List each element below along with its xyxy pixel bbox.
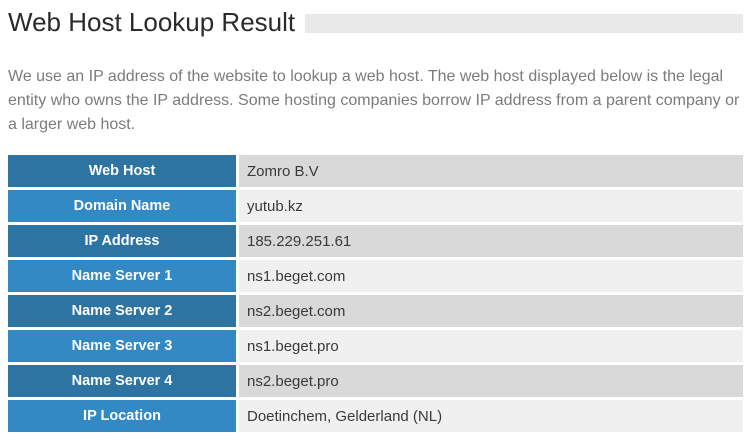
row-value: ns2.beget.com — [239, 295, 743, 330]
row-label: IP Address — [8, 225, 239, 260]
row-value: ns2.beget.pro — [239, 365, 743, 400]
row-label: Name Server 3 — [8, 330, 239, 365]
row-label: Name Server 4 — [8, 365, 239, 400]
row-label: Name Server 2 — [8, 295, 239, 330]
lookup-result-table: Web Host Zomro B.V Domain Name yutub.kz IP A… — [8, 155, 743, 435]
row-value: 185.229.251.61 — [239, 225, 743, 260]
row-label: Domain Name — [8, 190, 239, 225]
row-label: Name Server 1 — [8, 260, 239, 295]
table-row: Name Server 1 ns1.beget.com — [8, 260, 743, 295]
row-value: ns1.beget.pro — [239, 330, 743, 365]
table-row: IP Location Doetinchem, Gelderland (NL) — [8, 400, 743, 435]
row-value: Doetinchem, Gelderland (NL) — [239, 400, 743, 435]
table-row: Name Server 4 ns2.beget.pro — [8, 365, 743, 400]
table-row: Web Host Zomro B.V — [8, 155, 743, 190]
row-label: Web Host — [8, 155, 239, 190]
row-value: Zomro B.V — [239, 155, 743, 190]
row-value: yutub.kz — [239, 190, 743, 225]
row-label: IP Location — [8, 400, 239, 435]
table-row: IP Address 185.229.251.61 — [8, 225, 743, 260]
intro-paragraph: We use an IP address of the website to l… — [8, 68, 740, 133]
lookup-table-body: Web Host Zomro B.V Domain Name yutub.kz IP A… — [8, 155, 743, 435]
page-header: Web Host Lookup Result — [8, 6, 743, 38]
table-row: Name Server 3 ns1.beget.pro — [8, 330, 743, 365]
title-decoration-bar — [305, 13, 743, 33]
row-value: ns1.beget.com — [239, 260, 743, 295]
table-row: Domain Name yutub.kz — [8, 190, 743, 225]
table-row: Name Server 2 ns2.beget.com — [8, 295, 743, 330]
page-title: Web Host Lookup Result — [8, 7, 296, 37]
